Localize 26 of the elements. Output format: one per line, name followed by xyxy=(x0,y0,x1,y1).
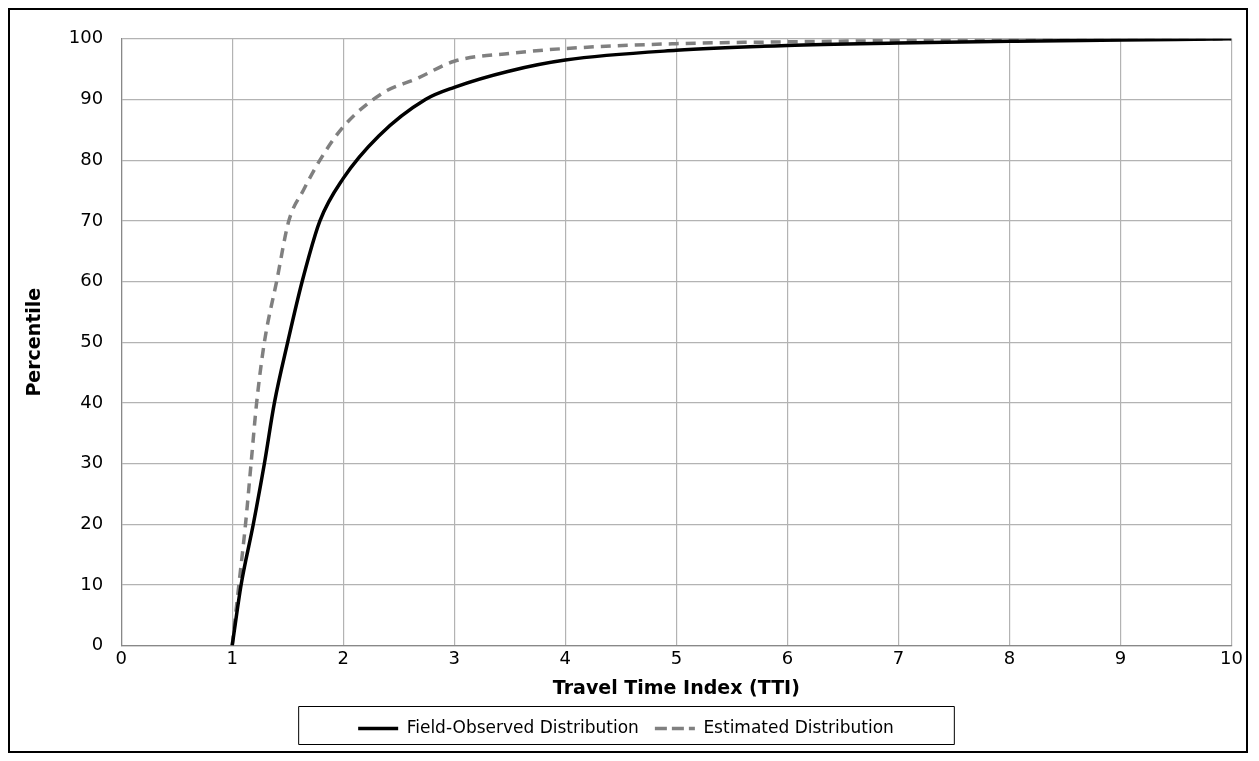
y-tick-label: 50 xyxy=(80,329,104,351)
y-tick-label: 30 xyxy=(80,451,104,473)
legend-label: Field-Observed Distribution xyxy=(406,716,639,737)
y-tick-label: 80 xyxy=(80,147,104,169)
legend-label: Estimated Distribution xyxy=(703,716,894,737)
y-tick-label: 40 xyxy=(80,390,104,412)
x-axis-title: Travel Time Index (TTI) xyxy=(552,675,800,698)
y-tick-label: 10 xyxy=(80,572,104,594)
x-tick-label: 10 xyxy=(1220,647,1243,669)
x-tick-label: 5 xyxy=(670,647,683,669)
y-tick-label: 0 xyxy=(91,633,104,655)
x-tick-label: 9 xyxy=(1114,647,1127,669)
y-tick-label: 70 xyxy=(80,208,104,230)
x-tick-label: 6 xyxy=(781,647,794,669)
y-tick-label: 60 xyxy=(80,269,104,291)
x-tick-label: 4 xyxy=(559,647,572,669)
x-tick-label: 3 xyxy=(448,647,460,669)
y-tick-label: 90 xyxy=(80,87,104,109)
x-tick-label: 8 xyxy=(1003,647,1016,669)
y-tick-label: 20 xyxy=(80,511,104,533)
x-tick-label: 7 xyxy=(892,647,905,669)
x-tick-label: 1 xyxy=(226,647,238,669)
y-tick-label: 100 xyxy=(68,26,104,48)
x-tick-label: 2 xyxy=(337,647,349,669)
y-axis-title: Percentile xyxy=(22,287,45,397)
x-tick-label: 0 xyxy=(115,647,127,669)
